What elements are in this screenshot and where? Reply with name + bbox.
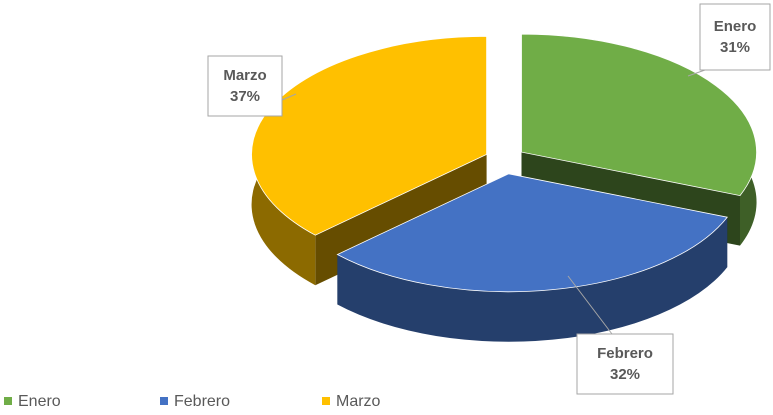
label-box [576,333,674,395]
legend-label: Marzo [336,393,381,410]
label-box [207,55,283,117]
leader-line [281,93,297,101]
label-category: Marzo [223,67,266,84]
slice [336,173,728,342]
slice-top [336,173,728,293]
label-value: 37% [230,88,260,105]
legend-swatch [4,397,12,405]
label-value: 32% [610,366,640,383]
label-category: Febrero [597,345,653,362]
slice-outer-wall [337,217,728,342]
label-value: 31% [720,39,750,56]
legend-swatch [322,397,330,405]
label-category: Enero [714,18,757,35]
label-box [699,3,771,71]
legend-label: Enero [18,393,61,410]
legend-swatch [160,397,168,405]
slice-top [521,33,757,197]
leader-line [567,275,613,335]
leader-line [687,69,706,77]
legend-label: Febrero [174,393,230,410]
